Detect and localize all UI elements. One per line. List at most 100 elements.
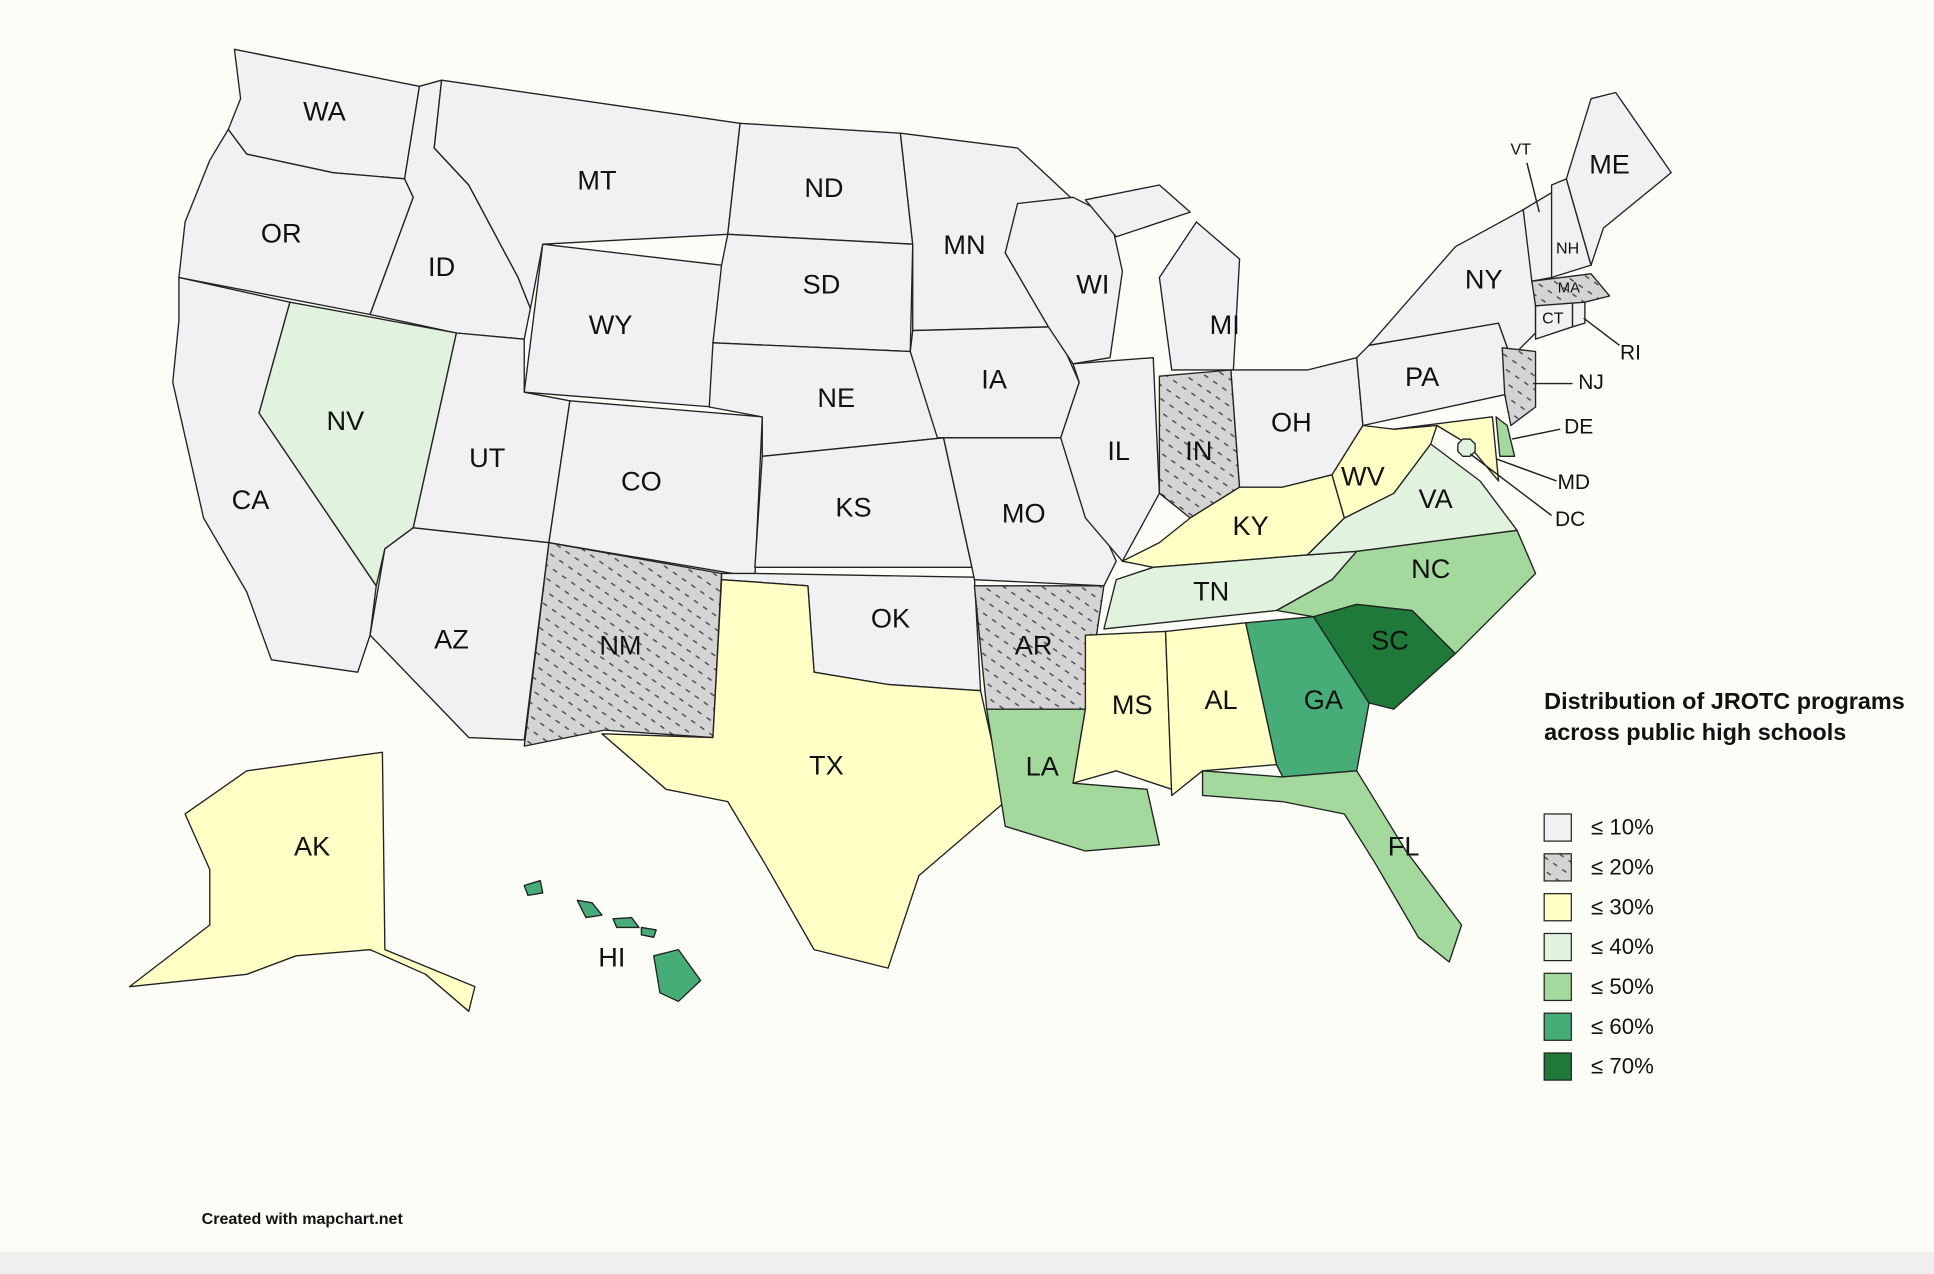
state — [601, 578, 1006, 969]
state — [1457, 438, 1476, 457]
state-label: MT — [577, 165, 616, 196]
state-label: ND — [804, 172, 843, 203]
state — [1158, 221, 1241, 371]
state-label: IL — [1107, 435, 1130, 466]
state-label: NM — [599, 630, 641, 661]
state — [1331, 424, 1438, 519]
legend-label: ≤ 10% — [1591, 815, 1654, 840]
state — [128, 751, 476, 1012]
state-label: NV — [327, 405, 365, 436]
state-label: WY — [589, 309, 633, 340]
state — [1565, 91, 1672, 266]
state-label: DE — [1564, 415, 1593, 438]
legend-label: ≤ 40% — [1591, 934, 1654, 959]
legend-swatch — [1543, 972, 1572, 1002]
state-label: OR — [261, 218, 302, 249]
state-label: HI — [598, 942, 625, 973]
legend-swatch — [1543, 1012, 1572, 1041]
leader-line — [1511, 428, 1561, 440]
state-label: KY — [1233, 510, 1269, 541]
state-label: VA — [1419, 483, 1454, 514]
state — [576, 899, 603, 919]
state — [1275, 529, 1537, 655]
state-label: ME — [1589, 149, 1630, 180]
legend-swatch — [1543, 853, 1572, 882]
state-label: MI — [1210, 309, 1240, 340]
state-label: KS — [835, 492, 871, 523]
leader-line — [1526, 162, 1540, 213]
state-label: IA — [981, 363, 1008, 394]
state-label: TX — [809, 749, 844, 780]
state — [640, 926, 657, 938]
legend-label: ≤ 60% — [1591, 1014, 1654, 1039]
state — [1393, 416, 1500, 482]
state — [612, 916, 640, 929]
state-label: NY — [1465, 263, 1503, 294]
state — [1571, 301, 1586, 328]
state — [1060, 356, 1161, 562]
state — [653, 948, 702, 1003]
bottom-strip — [0, 1251, 1934, 1274]
state-label: NE — [817, 382, 855, 413]
state-label: WA — [303, 96, 347, 127]
legend-swatch — [1543, 1052, 1572, 1081]
legend-label: ≤ 70% — [1591, 1054, 1654, 1079]
state-label: CO — [621, 466, 662, 497]
state — [1084, 184, 1191, 238]
state — [1164, 622, 1278, 797]
state-label: PA — [1405, 361, 1440, 392]
state-label: ID — [428, 251, 455, 282]
state-label: MA — [1558, 280, 1580, 296]
state-label: AR — [1015, 630, 1053, 661]
state-label: NH — [1556, 239, 1579, 257]
state-label: OH — [1271, 406, 1312, 437]
leader-line — [1469, 453, 1553, 517]
state — [1201, 770, 1463, 963]
state — [523, 879, 544, 897]
state-label: CT — [1542, 310, 1564, 328]
legend-title: Distribution of JROTC programs across pu… — [1544, 689, 1905, 747]
states — [128, 48, 1672, 1012]
legend-swatch — [1543, 893, 1572, 922]
state-label: AK — [294, 831, 330, 862]
state-label: MO — [1002, 498, 1046, 529]
state-label: MS — [1112, 689, 1153, 720]
state — [1004, 196, 1124, 365]
state-label: GA — [1304, 684, 1344, 715]
state-labels: WA OR CA ID NV MT WY UT AZ CO NM ND SD NE KS OK TX MN IA MO… — [232, 96, 1641, 973]
state-label: VT — [1511, 141, 1532, 159]
state — [1531, 273, 1611, 307]
legend-label: ≤ 50% — [1591, 974, 1654, 999]
legend-swatch — [1543, 932, 1572, 962]
state-label: RI — [1620, 341, 1641, 364]
state-label: AL — [1204, 684, 1237, 715]
state-label: IN — [1185, 435, 1212, 466]
state-label: UT — [469, 442, 505, 473]
state-label: WV — [1341, 461, 1385, 492]
state-label: CA — [232, 484, 271, 515]
state-label: DC — [1555, 508, 1585, 531]
state-label: TN — [1193, 575, 1229, 606]
state-label: SD — [803, 268, 841, 299]
state — [523, 541, 723, 747]
credit: Created with mapchart.net — [202, 1210, 404, 1228]
leader-line — [1583, 317, 1620, 346]
state-label: AZ — [434, 623, 469, 654]
state-label: MD — [1557, 471, 1590, 494]
legend-label: ≤ 20% — [1591, 854, 1654, 879]
legend-swatch — [1543, 813, 1572, 842]
leader-line — [1495, 458, 1557, 482]
state-label: MN — [943, 229, 985, 260]
state — [1495, 416, 1516, 457]
state-label: NJ — [1578, 371, 1604, 394]
state-label: WI — [1076, 268, 1109, 299]
state-label: SC — [1371, 625, 1409, 656]
legend: Distribution of JROTC programs across pu… — [1543, 689, 1905, 1081]
state-label: NC — [1411, 553, 1450, 584]
state-label: OK — [871, 603, 910, 634]
legend-title-box: Distribution of JROTC programs across pu… — [1544, 689, 1905, 747]
state-label: LA — [1026, 751, 1060, 782]
state-label: FL — [1388, 831, 1420, 862]
